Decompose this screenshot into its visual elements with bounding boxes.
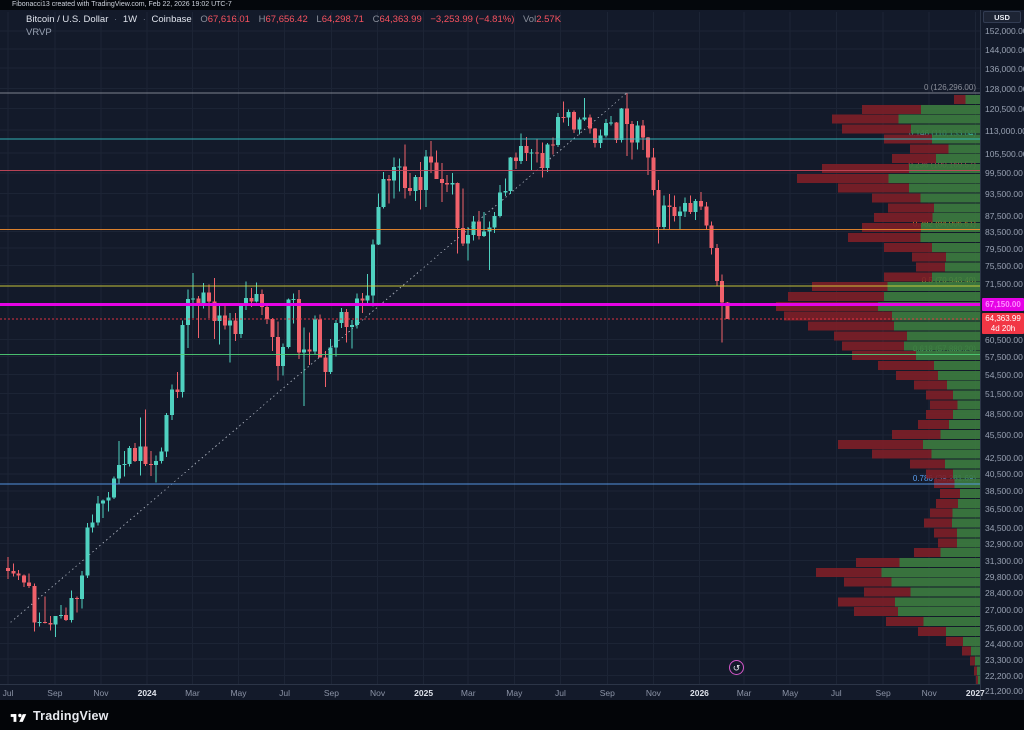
price-axis-label: 93,500.00 [985,189,1023,200]
tradingview-logo-icon [10,713,27,722]
replay-marker-icon[interactable]: ↺ [729,660,744,675]
time-axis-label: May [782,688,799,698]
high-value: 67,656.42 [265,14,308,25]
price-axis-label: 21,200.00 [985,686,1023,697]
price-axis-label: 28,400.00 [985,588,1023,599]
time-axis-label: Nov [645,688,661,698]
current-price-value: 64,363.99 [985,313,1021,323]
price-axis-label: 22,200.00 [985,670,1023,681]
price-axis-label: 24,400.00 [985,639,1023,650]
high-label: H [258,14,266,25]
price-axis-label: 79,500.00 [985,243,1023,254]
price-axis-label: 45,500.00 [985,430,1023,441]
volume-label: Vol [523,14,537,25]
price-axis-label: 83,500.00 [985,227,1023,238]
time-axis-label: Sep [47,688,63,698]
time-axis-label: Jul [554,688,566,698]
time-axis-label: 2026 [689,688,709,698]
close-value: 64,363.99 [379,14,422,25]
tradingview-logo[interactable]: TradingView [10,707,109,724]
price-axis-label: 51,500.00 [985,388,1023,399]
volume-value: 2.57K [536,14,562,25]
time-axis-label: Nov [921,688,937,698]
price-axis-label: 120,500.00 [985,104,1024,115]
indicator-title[interactable]: VRVP [26,27,52,38]
price-axis-label: 23,300.00 [985,654,1023,665]
price-axis-label: 48,500.00 [985,409,1023,420]
open-label: O [200,14,208,25]
time-axis-label: 2027 [965,688,985,698]
price-axis-label: 25,600.00 [985,623,1023,634]
interval-label[interactable]: 1W [122,14,138,25]
svg-text:0 (126,296.00): 0 (126,296.00) [924,83,976,92]
price-axis-label: 57,500.00 [985,352,1023,363]
price-axis-label: 32,900.00 [985,539,1023,550]
close-label: C [372,14,380,25]
time-axis-label: Jul [2,688,14,698]
price-axis-label: 128,000.00 [985,83,1024,94]
time-axis-label: Mar [736,688,752,698]
currency-toggle-button[interactable]: USD [983,11,1021,23]
time-axis-label: Mar [185,688,200,698]
price-axis-label: 54,500.00 [985,370,1023,380]
svg-text:0.786 (39,281.69): 0.786 (39,281.69) [913,474,976,483]
price-axis-label: 36,500.00 [985,504,1023,515]
time-axis-label: Sep [599,688,615,698]
time-axis-label: Jul [279,688,291,698]
price-axis-label: 105,500.00 [985,148,1024,159]
price-axis-label: 71,500.00 [985,279,1023,290]
price-axis-label: 38,500.00 [985,486,1023,497]
price-axis-label: 40,500.00 [985,469,1023,480]
tradingview-logo-text: TradingView [33,708,109,723]
price-axis-label: 87,500.00 [985,211,1023,222]
price-axis-label: 136,000.00 [985,63,1024,74]
time-axis-label: Sep [875,688,891,698]
grid-layer [0,12,980,684]
price-axis-label: 27,000.00 [985,605,1023,616]
price-axis-label: 31,300.00 [985,555,1023,566]
price-axis-label: 60,500.00 [985,335,1023,346]
chart-area: 0 (126,296.00)0.146 (110,133.04)0.236 (1… [0,10,980,684]
price-axis-label: 75,500.00 [985,260,1023,271]
magenta-line-price-tag: 67,150.00 [982,298,1024,312]
exchange-label[interactable]: Coinbase [151,14,192,25]
time-axis-label: May [230,688,247,698]
time-axis-label: Jul [830,688,842,698]
time-axis-label: Nov [93,688,109,698]
change-value: −3,253.99 (−4.81%) [430,14,515,25]
price-axis-label: 113,000.00 [985,125,1024,136]
time-axis-label: May [506,688,523,698]
footer-bar: TradingView [0,700,1024,730]
price-axis-label: 144,000.00 [985,44,1024,55]
current-price-tag: 64,363.99 4d 20h [982,312,1024,334]
bar-countdown: 4d 20h [990,323,1016,333]
time-axis-label: 2024 [137,688,157,698]
title-text: Fibonacci13 created with TradingView.com… [12,1,232,8]
time-axis-label: Nov [369,688,386,698]
price-axis-label: 152,000.00 [985,26,1024,37]
candles-layer [6,92,730,637]
symbol-legend: Bitcoin / U.S. Dollar · 1W · Coinbase O6… [26,14,561,25]
time-axis-label: Mar [460,688,476,698]
price-axis-label: 42,500.00 [985,453,1023,464]
volume-profile-layer [776,95,980,684]
low-value: 64,298.71 [321,14,364,25]
title-bar: Fibonacci13 created with TradingView.com… [0,0,1024,10]
price-axis-label: 29,800.00 [985,572,1023,583]
time-axis-label: Sep [323,688,339,698]
price-axis-label: 99,500.00 [985,168,1023,179]
indicator-legend: VRVP [26,27,52,38]
legend-separator: · [142,14,146,25]
price-axis[interactable]: USD 67,150.00 64,363.99 4d 20h 152,000.0… [980,10,1024,700]
time-axis-label: 2025 [414,688,434,698]
price-axis-label: 34,500.00 [985,523,1023,534]
low-label: L [316,14,322,25]
open-value: 67,616.01 [207,14,250,25]
legend-separator: · [114,14,118,25]
price-chart[interactable]: 0 (126,296.00)0.146 (110,133.04)0.236 (1… [0,10,980,684]
replay-glyph: ↺ [732,663,741,673]
time-axis[interactable]: Jul Sep Nov 2024 Mar May Jul Sep Nov 2025 Mar May Ju… [0,684,985,700]
symbol-title[interactable]: Bitcoin / U.S. Dollar [26,14,109,25]
